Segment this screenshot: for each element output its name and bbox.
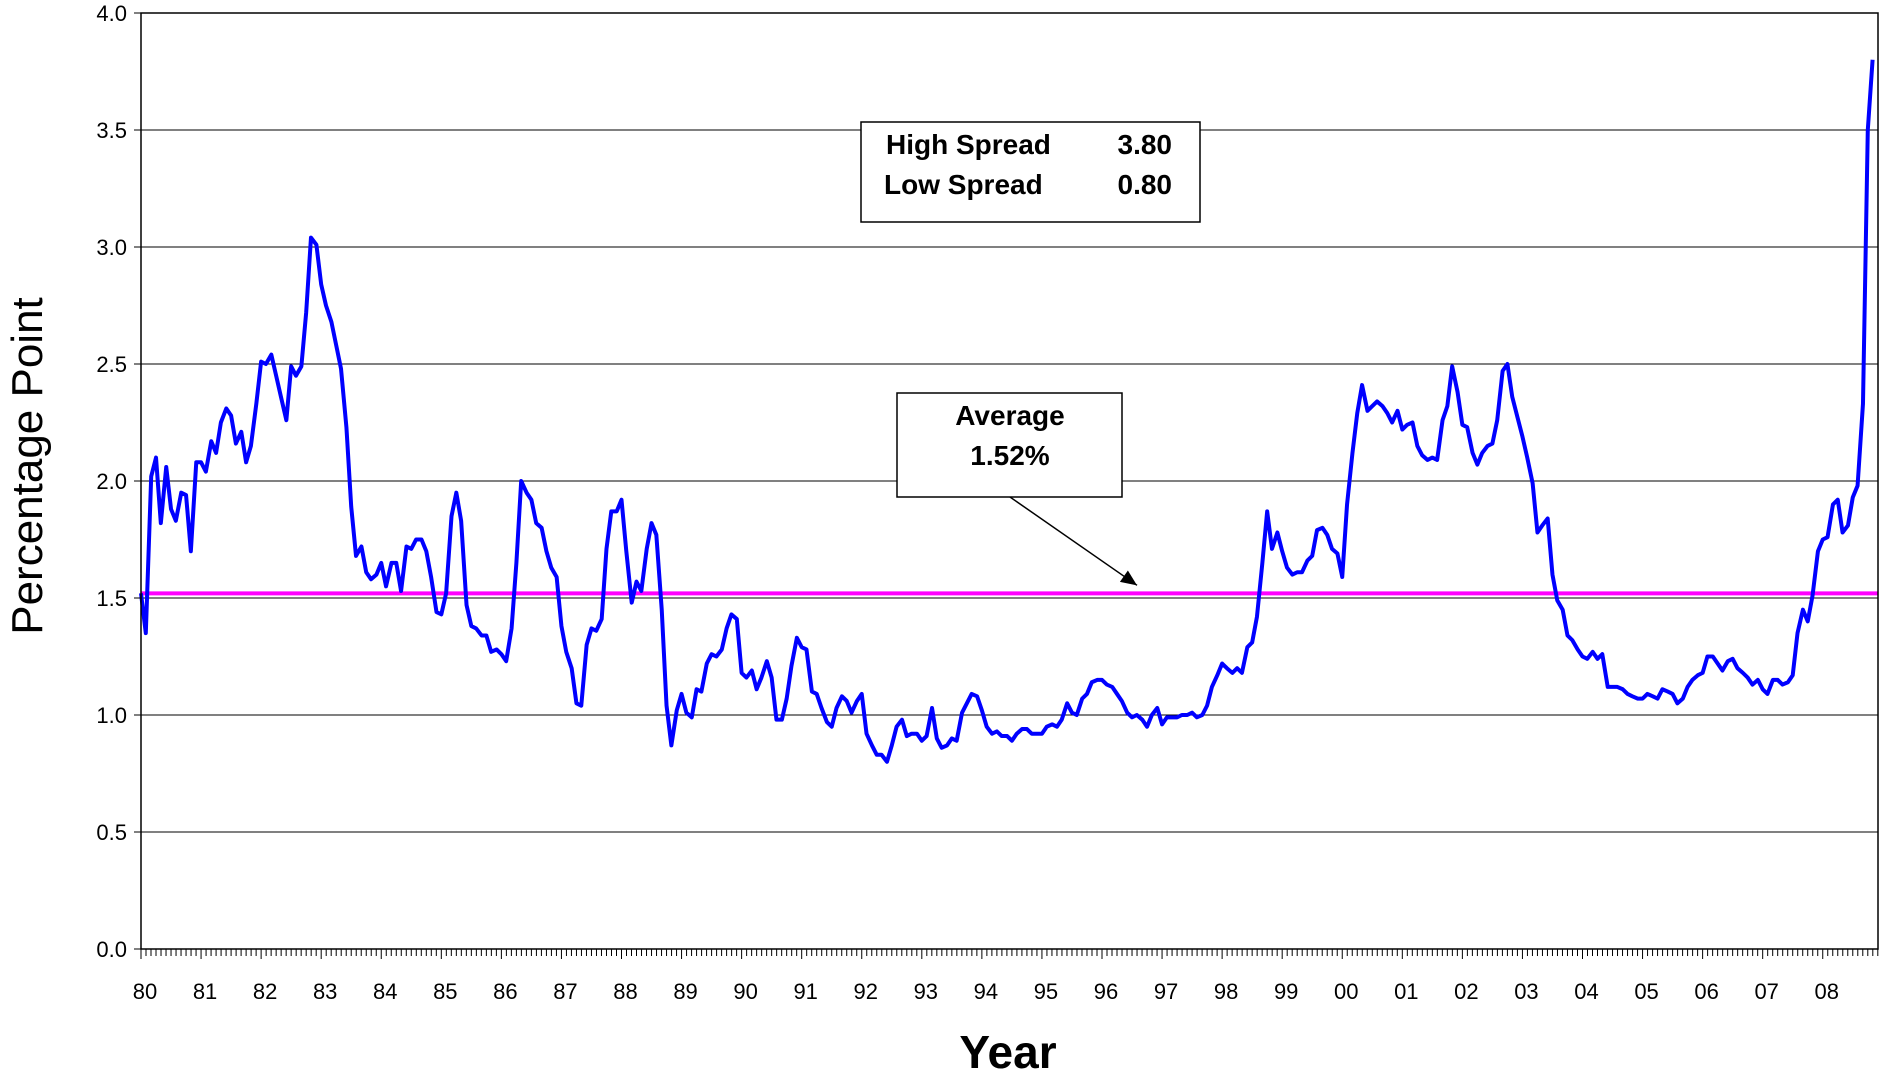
- y-tick-label: 2.0: [96, 469, 127, 494]
- x-tick-label: 08: [1815, 979, 1839, 1004]
- x-tick-label: 04: [1574, 979, 1598, 1004]
- x-tick-label: 94: [974, 979, 998, 1004]
- series-group: [139, 59, 1875, 764]
- x-tick-label: 99: [1274, 979, 1298, 1004]
- x-tick-label: 98: [1214, 979, 1238, 1004]
- y-tick-label: 3.0: [96, 235, 127, 260]
- x-tick-label: 95: [1034, 979, 1058, 1004]
- arrow-head: [1119, 570, 1138, 586]
- average-value: 1.52%: [970, 440, 1049, 471]
- axes: [134, 12, 1879, 959]
- x-tick-label: 96: [1094, 979, 1118, 1004]
- x-tick-label: 03: [1514, 979, 1538, 1004]
- x-tick-label: 82: [253, 979, 277, 1004]
- x-tick-labels: 80 81 82 83 84 85 86 87 88 89 90 91 92 93 94 95 96 97 98 99…: [133, 979, 1839, 1004]
- x-tick-label: 85: [433, 979, 457, 1004]
- x-tick-label: 05: [1634, 979, 1658, 1004]
- y-axis-title: Percentage Point: [3, 297, 52, 635]
- x-tick-label: 80: [133, 979, 157, 1004]
- y-tick-label: 0.5: [96, 820, 127, 845]
- average-label: Average: [955, 400, 1064, 431]
- x-tick-label: 97: [1154, 979, 1178, 1004]
- y-tick-labels: 0.0 0.5 1.0 1.5 2.0 2.5 3.0 3.5 4.0: [96, 1, 127, 962]
- average-arrow: [1009, 496, 1138, 586]
- y-tick-label: 0.0: [96, 937, 127, 962]
- spread-line: [139, 59, 1875, 764]
- y-tick-label: 3.5: [96, 118, 127, 143]
- y-tick-label: 1.0: [96, 703, 127, 728]
- x-tick-label: 89: [673, 979, 697, 1004]
- arrow-shaft: [1009, 496, 1138, 586]
- x-tick-label: 01: [1394, 979, 1418, 1004]
- x-tick-label: 88: [613, 979, 637, 1004]
- x-axis-title: Year: [959, 1026, 1056, 1077]
- y-tick-label: 4.0: [96, 1, 127, 26]
- low-spread-label: Low Spread: [884, 169, 1043, 200]
- x-tick-label: 81: [193, 979, 217, 1004]
- x-tick-label: 02: [1454, 979, 1478, 1004]
- x-tick-label: 90: [733, 979, 757, 1004]
- x-tick-label: 86: [493, 979, 517, 1004]
- x-tick-label: 84: [373, 979, 397, 1004]
- stats-box: High Spread 3.80 Low Spread 0.80: [860, 121, 1201, 223]
- x-tick-label: 83: [313, 979, 337, 1004]
- x-tick-label: 06: [1694, 979, 1718, 1004]
- average-box: Average 1.52%: [896, 392, 1123, 498]
- x-tick-label: 91: [793, 979, 817, 1004]
- x-tick-label: 87: [553, 979, 577, 1004]
- high-spread-label: High Spread: [886, 129, 1051, 160]
- x-tick-label: 92: [854, 979, 878, 1004]
- gridlines: [141, 129, 1878, 833]
- y-tick-label: 1.5: [96, 586, 127, 611]
- x-tick-label: 93: [914, 979, 938, 1004]
- y-tick-label: 2.5: [96, 352, 127, 377]
- high-spread-value: 3.80: [1118, 129, 1173, 160]
- low-spread-value: 0.80: [1118, 169, 1173, 200]
- x-tick-label: 00: [1334, 979, 1358, 1004]
- x-tick-label: 07: [1754, 979, 1778, 1004]
